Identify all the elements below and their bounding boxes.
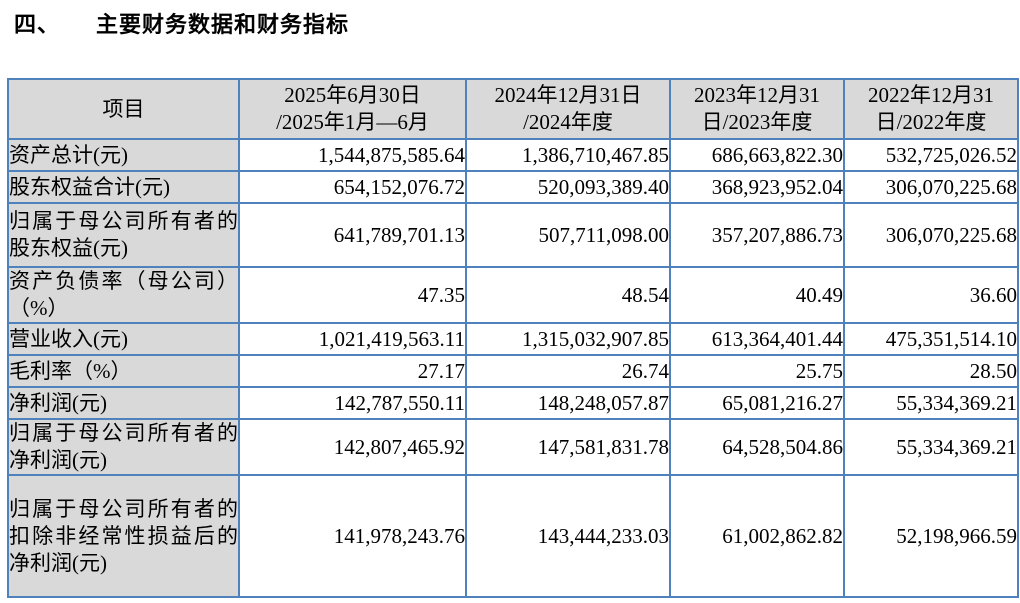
row-label: 归属于母公司所有者的股东权益(元) (7, 202, 240, 268)
col-header-2023: 2023年12月31 日/2023年度 (669, 78, 845, 140)
cell-value: 148,248,057.87 (465, 386, 671, 420)
cell-value: 613,364,401.44 (669, 322, 845, 356)
cell-value: 52,198,966.59 (843, 474, 1019, 598)
table-row-total-equity: 股东权益合计(元) 654,152,076.72 520,093,389.40 … (7, 170, 1019, 204)
row-label: 资产总计(元) (7, 138, 240, 172)
cell-value: 143,444,233.03 (465, 474, 671, 598)
cell-value: 520,093,389.40 (465, 170, 671, 204)
cell-value: 641,789,701.13 (238, 202, 467, 268)
col-header-2022: 2022年12月31 日/2022年度 (843, 78, 1019, 140)
cell-value: 1,544,875,585.64 (238, 138, 467, 172)
cell-value: 1,021,419,563.11 (238, 322, 467, 356)
cell-value: 26.74 (465, 354, 671, 388)
table-row-debt-ratio: 资产负债率（母公司）（%） 47.35 48.54 40.49 36.60 (7, 266, 1019, 324)
section-number: 四、 (14, 12, 61, 37)
cell-value: 1,386,710,467.85 (465, 138, 671, 172)
cell-value: 48.54 (465, 266, 671, 324)
cell-value: 306,070,225.68 (843, 170, 1019, 204)
cell-value: 142,807,465.92 (238, 418, 467, 476)
cell-value: 357,207,886.73 (669, 202, 845, 268)
cell-value: 36.60 (843, 266, 1019, 324)
cell-value: 142,787,550.11 (238, 386, 467, 420)
table-row-gross-margin: 毛利率（%） 27.17 26.74 25.75 28.50 (7, 354, 1019, 388)
header-row: 项目 2025年6月30日 /2025年1月—6月 2024年12月31日 /2… (7, 78, 1019, 140)
cell-value: 368,923,952.04 (669, 170, 845, 204)
row-label: 股东权益合计(元) (7, 170, 240, 204)
col-header-2024: 2024年12月31日 /2024年度 (465, 78, 671, 140)
cell-value: 65,081,216.27 (669, 386, 845, 420)
cell-value: 507,711,098.00 (465, 202, 671, 268)
row-label: 净利润(元) (7, 386, 240, 420)
row-label: 归属于母公司所有者的扣除非经常性损益后的净利润(元) (7, 474, 240, 598)
cell-value: 532,725,026.52 (843, 138, 1019, 172)
row-label: 毛利率（%） (7, 354, 240, 388)
table-row-deducted-net-profit: 归属于母公司所有者的扣除非经常性损益后的净利润(元) 141,978,243.7… (7, 474, 1019, 598)
table-row-parent-equity: 归属于母公司所有者的股东权益(元) 641,789,701.13 507,711… (7, 202, 1019, 268)
cell-value: 306,070,225.68 (843, 202, 1019, 268)
row-label: 资产负债率（母公司）（%） (7, 266, 240, 324)
cell-value: 55,334,369.21 (843, 418, 1019, 476)
table-row-parent-net-profit: 归属于母公司所有者的净利润(元) 142,807,465.92 147,581,… (7, 418, 1019, 476)
cell-value: 475,351,514.10 (843, 322, 1019, 356)
table-row-revenue: 营业收入(元) 1,021,419,563.11 1,315,032,907.8… (7, 322, 1019, 356)
cell-value: 1,315,032,907.85 (465, 322, 671, 356)
row-label: 归属于母公司所有者的净利润(元) (7, 418, 240, 476)
cell-value: 61,002,862.82 (669, 474, 845, 598)
cell-value: 147,581,831.78 (465, 418, 671, 476)
col-header-item: 项目 (7, 78, 240, 140)
cell-value: 654,152,076.72 (238, 170, 467, 204)
cell-value: 28.50 (843, 354, 1019, 388)
cell-value: 64,528,504.86 (669, 418, 845, 476)
table-row-total-assets: 资产总计(元) 1,544,875,585.64 1,386,710,467.8… (7, 138, 1019, 172)
row-label: 营业收入(元) (7, 322, 240, 356)
cell-value: 686,663,822.30 (669, 138, 845, 172)
cell-value: 47.35 (238, 266, 467, 324)
cell-value: 27.17 (238, 354, 467, 388)
section-title: 主要财务数据和财务指标 (96, 12, 350, 37)
cell-value: 25.75 (669, 354, 845, 388)
document-page: { "heading": { "number": "四、", "text": "… (0, 10, 1020, 603)
cell-value: 141,978,243.76 (238, 474, 467, 598)
financial-data-table: 项目 2025年6月30日 /2025年1月—6月 2024年12月31日 /2… (7, 78, 1019, 598)
col-header-2025: 2025年6月30日 /2025年1月—6月 (238, 78, 467, 140)
section-heading: 四、 主要财务数据和财务指标 (14, 10, 1020, 40)
cell-value: 40.49 (669, 266, 845, 324)
cell-value: 55,334,369.21 (843, 386, 1019, 420)
table-row-net-profit: 净利润(元) 142,787,550.11 148,248,057.87 65,… (7, 386, 1019, 420)
